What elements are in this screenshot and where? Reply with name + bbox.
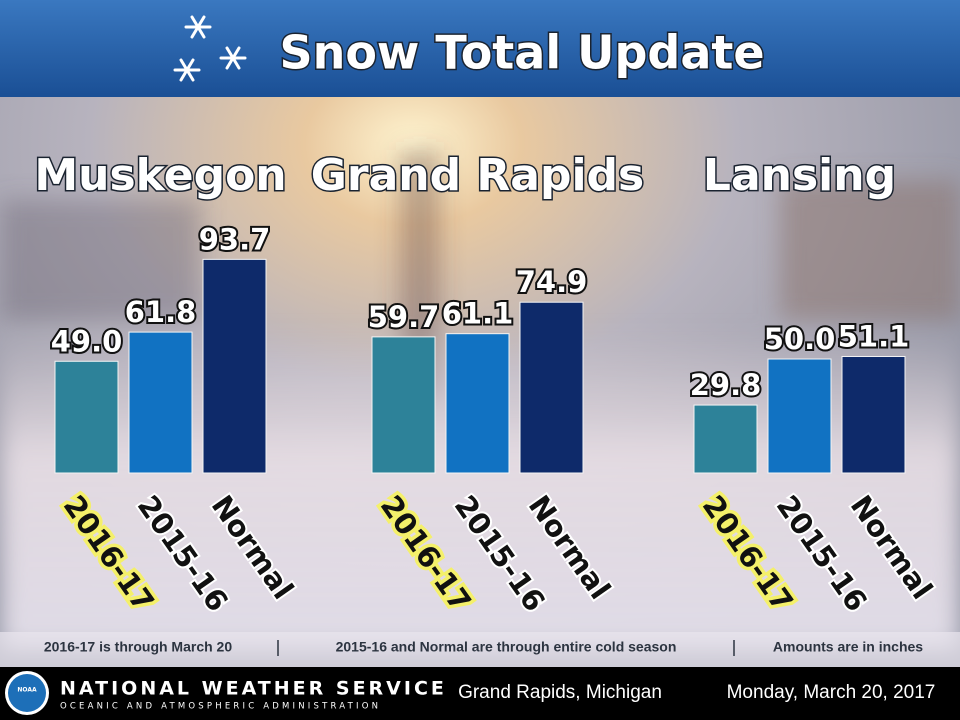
logo-inner bbox=[8, 674, 46, 712]
bar bbox=[841, 355, 906, 474]
value-label: 50.0 bbox=[764, 322, 836, 356]
footer-bar bbox=[0, 667, 960, 720]
bar bbox=[54, 360, 119, 474]
chart-title: Muskegon bbox=[34, 150, 286, 201]
bar bbox=[445, 333, 510, 474]
agency: NATIONAL WEATHER SERVICE bbox=[60, 678, 447, 700]
value-label: 59.7 bbox=[368, 300, 440, 334]
note: 2016-17 is through March 20 bbox=[44, 639, 233, 655]
notes-band bbox=[0, 632, 960, 667]
value-label: 49.0 bbox=[51, 324, 123, 358]
header-bar bbox=[0, 0, 960, 97]
logo-text: NOAA bbox=[17, 687, 37, 694]
value-label: 61.1 bbox=[442, 297, 514, 331]
value-label: 51.1 bbox=[838, 319, 910, 353]
chart-title: Grand Rapids bbox=[311, 150, 644, 201]
page-title: Snow Total Update bbox=[279, 26, 764, 80]
bar bbox=[128, 331, 193, 474]
date: Monday, March 20, 2017 bbox=[727, 682, 936, 703]
value-label: 61.8 bbox=[125, 295, 197, 329]
bar bbox=[519, 301, 584, 474]
note: Amounts are in inches bbox=[773, 639, 923, 655]
snowflake-icons bbox=[173, 15, 247, 82]
bar bbox=[202, 258, 267, 474]
value-label: 74.9 bbox=[516, 265, 588, 299]
value-label: 29.8 bbox=[690, 368, 762, 402]
bar bbox=[767, 358, 832, 474]
bar bbox=[371, 336, 436, 474]
office: Grand Rapids, Michigan bbox=[458, 682, 662, 703]
value-label: 93.7 bbox=[199, 222, 271, 256]
subagency: OCEANIC AND ATMOSPHERIC ADMINISTRATION bbox=[60, 702, 381, 712]
note: 2015-16 and Normal are through entire co… bbox=[336, 639, 677, 655]
bar bbox=[693, 404, 758, 474]
chart-title: Lansing bbox=[703, 150, 896, 201]
